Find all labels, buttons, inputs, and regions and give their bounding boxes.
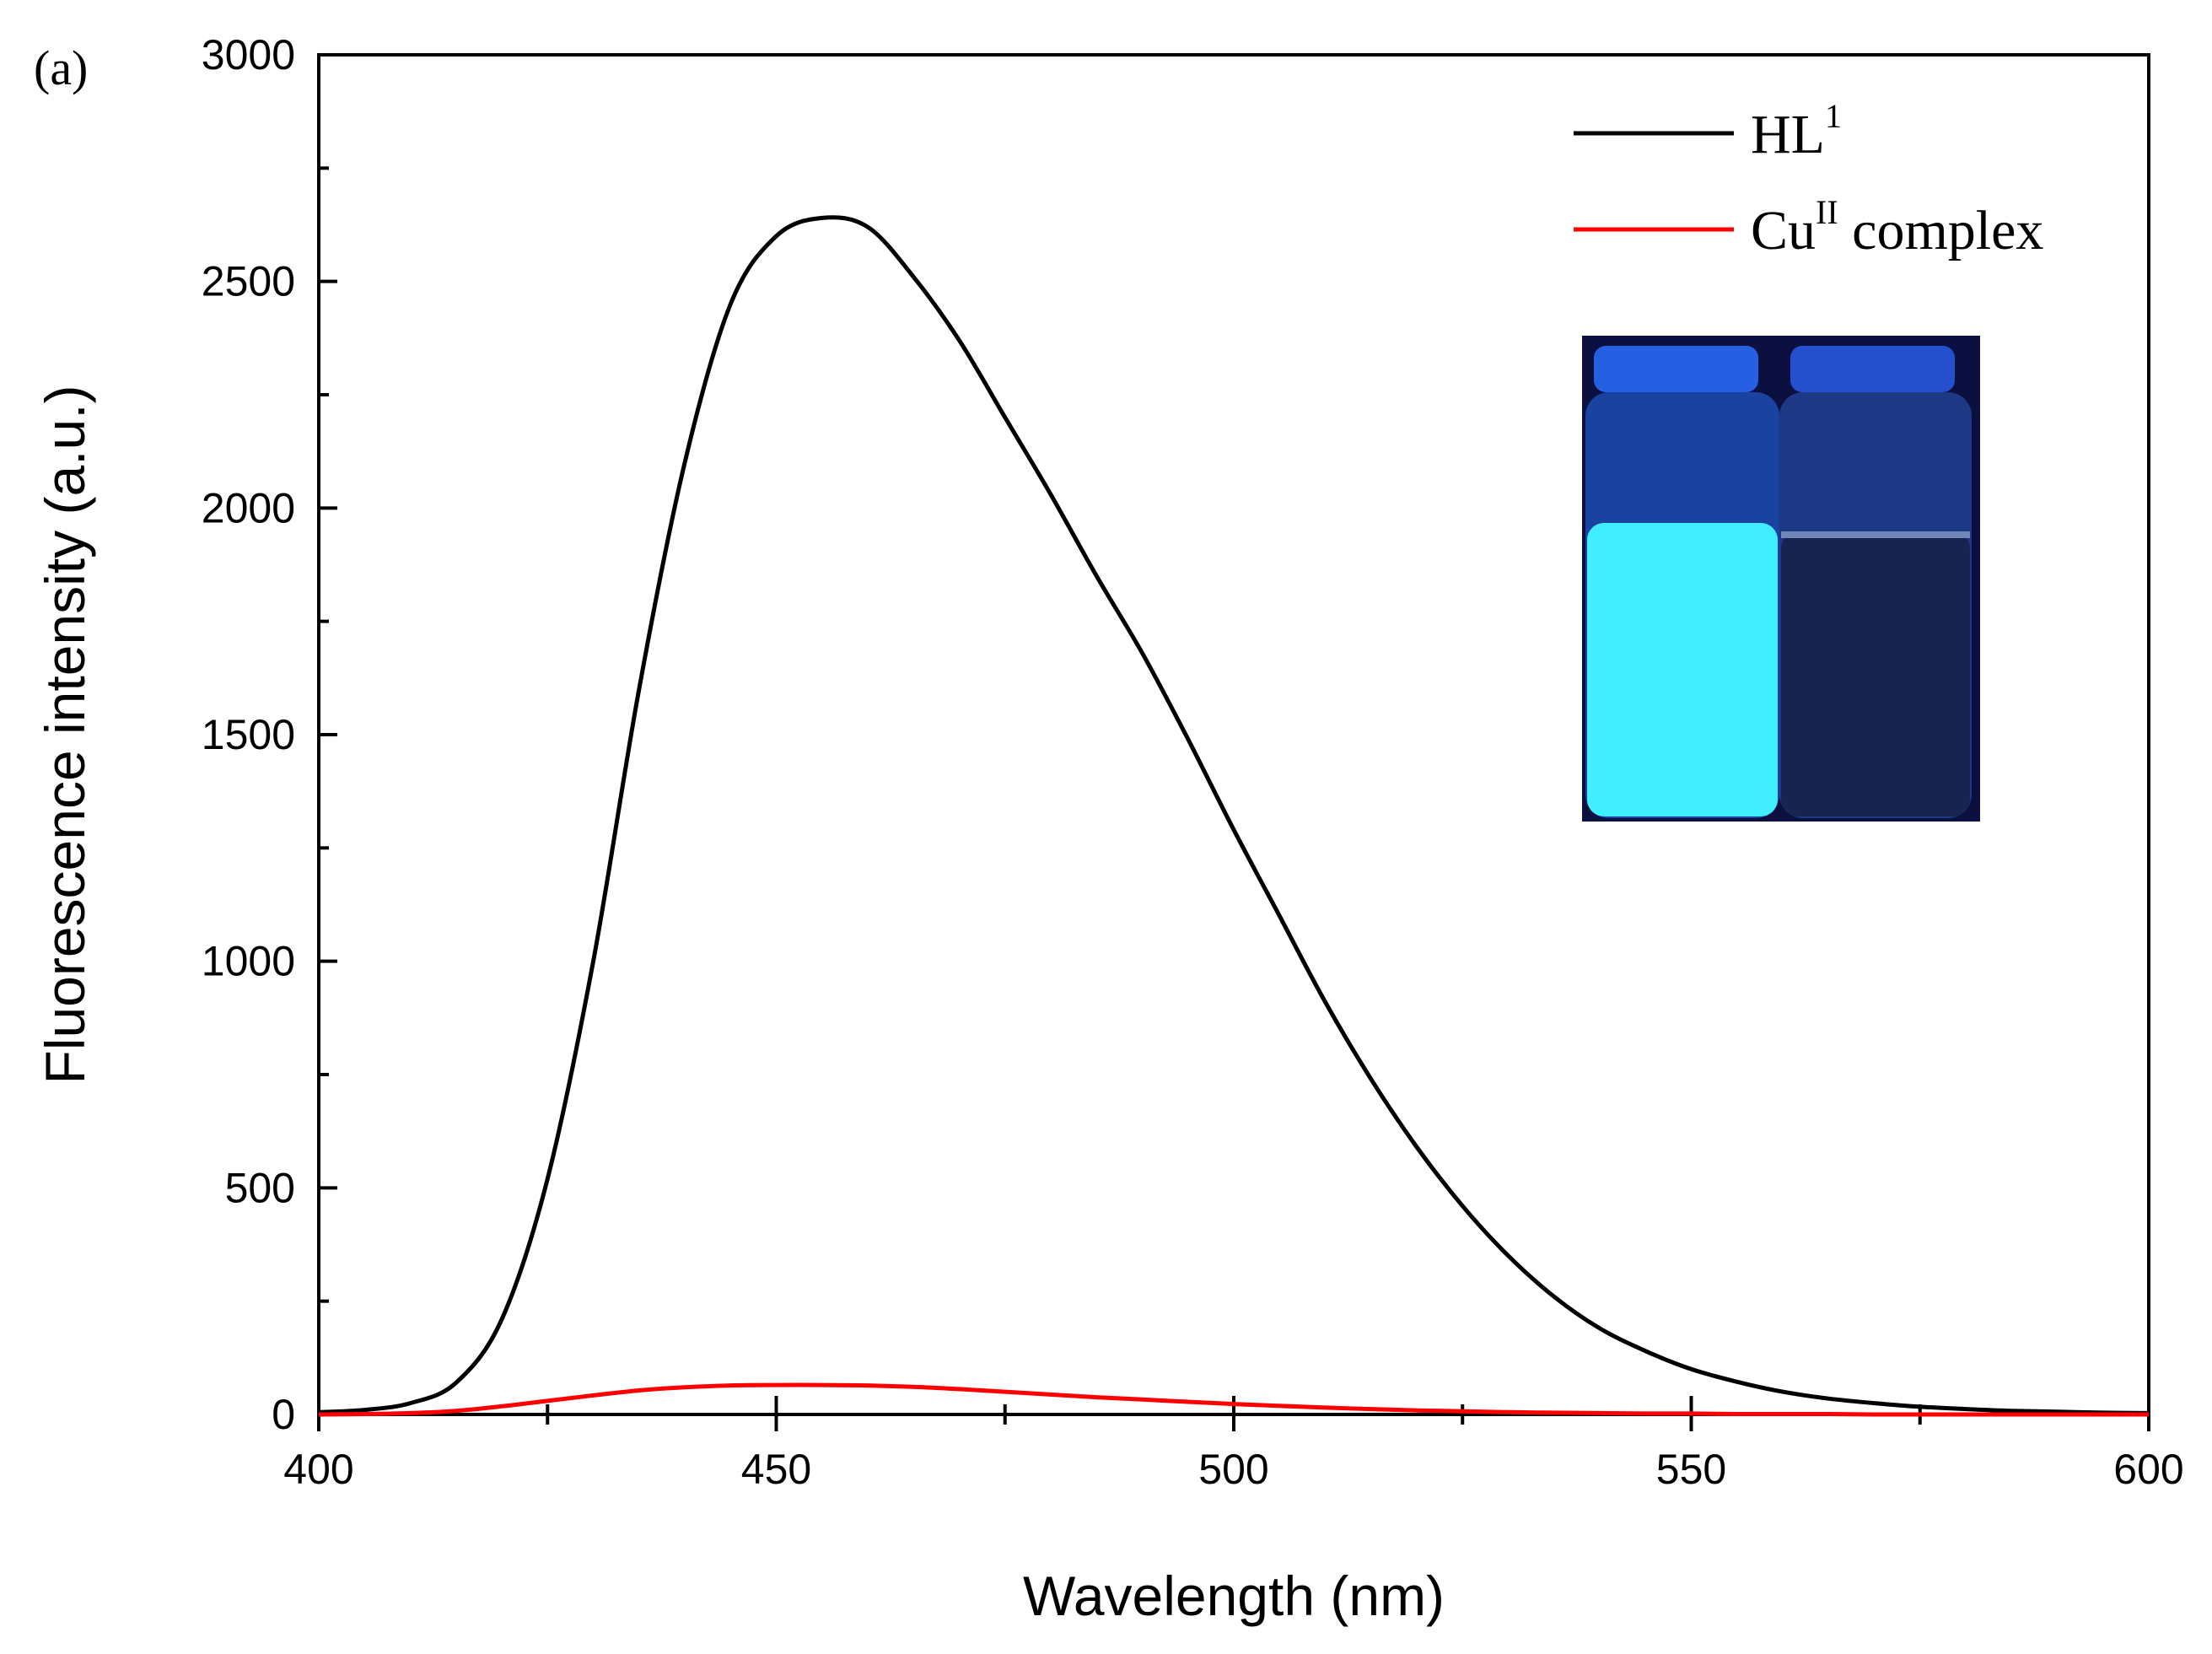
x-tick-label-550: 550 [1656, 1446, 1726, 1493]
legend-hl-sup: 1 [1825, 97, 1842, 135]
x-axis-title: Wavelength (nm) [1023, 1565, 1445, 1627]
y-tick-label-1000: 1000 [202, 938, 295, 985]
legend-hl-name: HL [1751, 104, 1825, 165]
y-tick-label-2500: 2500 [202, 258, 295, 305]
inset-vials-photo [1582, 336, 1980, 822]
x-tick-label-450: 450 [741, 1446, 811, 1493]
x-tick-label-600: 600 [2113, 1446, 2183, 1493]
legend-cu-name: Cu [1751, 200, 1816, 261]
right-vial-neck [1790, 346, 1955, 392]
y-tick-label-0: 0 [272, 1391, 295, 1438]
right-vial-liquid [1781, 531, 1970, 816]
legend-label-cu-complex: CuII complex [1751, 193, 2043, 261]
legend: HL1 CuII complex [1574, 97, 2043, 261]
series-line-cu-complex [318, 1382, 2149, 1417]
x-tick-label-500: 500 [1198, 1446, 1268, 1493]
left-vial-liquid [1587, 523, 1778, 816]
y-tick-label-500: 500 [225, 1164, 295, 1211]
panel-label: (a) [34, 40, 88, 95]
y-tick-label-3000: 3000 [202, 31, 295, 78]
y-tick-label-2000: 2000 [202, 484, 295, 531]
legend-cu-suffix: complex [1838, 200, 2044, 261]
x-axis-ticks: 400 450 500 550 600 [283, 1396, 2184, 1493]
series-layer [318, 215, 2150, 1417]
y-axis-ticks: 0 500 1000 1500 2000 2500 3000 [202, 31, 337, 1438]
legend-label-hl1: HL1 [1751, 97, 1842, 165]
y-axis-title: Fluorescence intensity (a.u.) [34, 385, 96, 1084]
x-tick-label-400: 400 [283, 1446, 353, 1493]
y-tick-label-1500: 1500 [202, 711, 295, 758]
legend-cu-sup: II [1816, 193, 1838, 231]
left-vial-neck [1594, 346, 1758, 392]
series-line-hl1 [318, 215, 2150, 1415]
